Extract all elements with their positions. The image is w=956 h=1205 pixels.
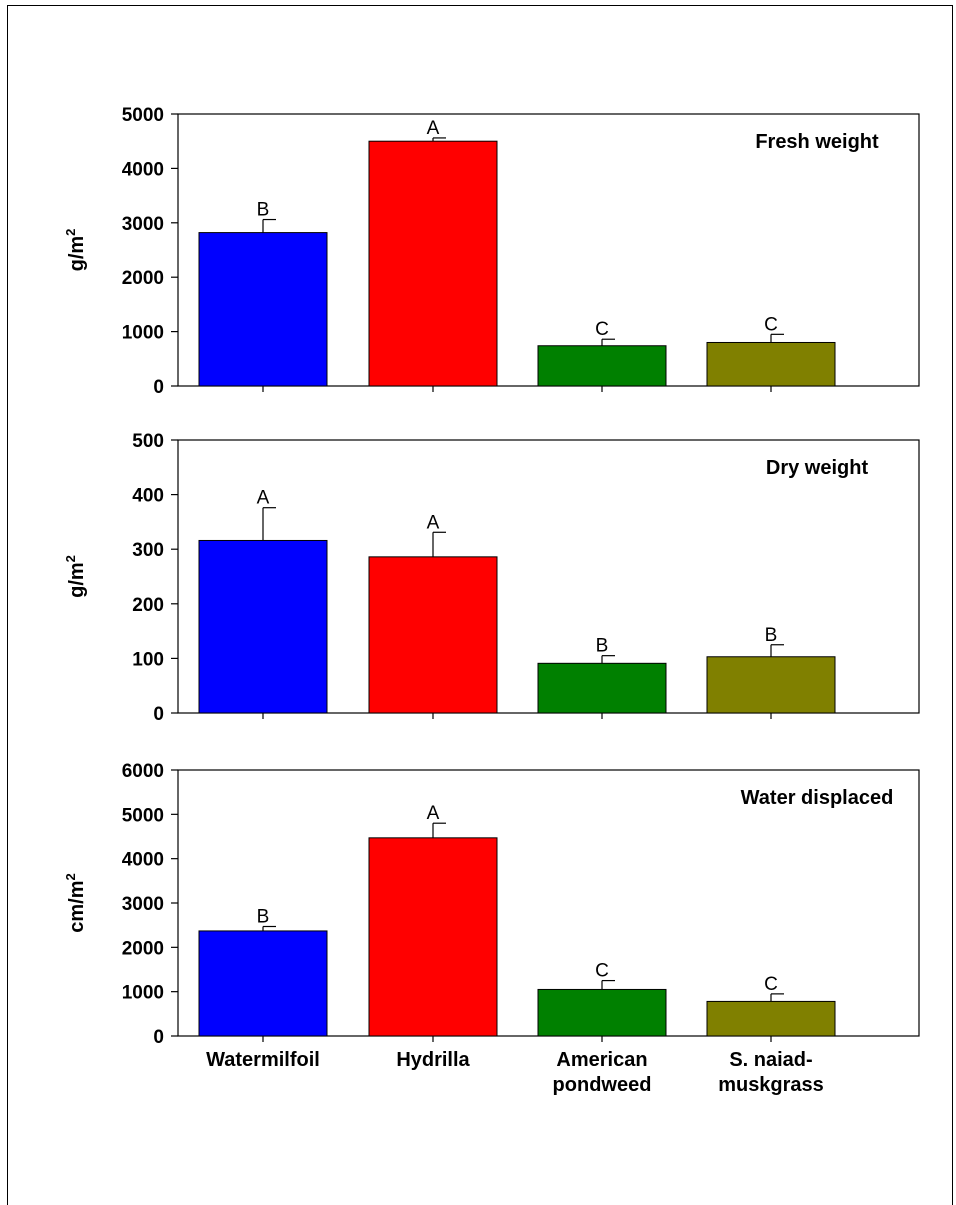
x-tick-label-line: S. naiad-: [729, 1049, 812, 1071]
panel-1: 0 1000 2000 3000 4000 5000 g/m2 Fresh weight B A C…: [63, 105, 920, 398]
significance-letter: C: [595, 319, 609, 340]
x-tick-label: S. naiad-muskgrass: [718, 1049, 824, 1096]
y-axis-label-superscript: 2: [63, 873, 78, 880]
y-tick-label: 0: [153, 377, 164, 398]
bar: [368, 837, 498, 1037]
y-axis-label-text: g/m: [66, 236, 88, 272]
y-tick-label: 2000: [122, 938, 164, 959]
y-axis-label-text: g/m: [66, 562, 88, 598]
y-tick-label: 3000: [122, 214, 164, 235]
x-tick-label: American pondweed: [553, 1049, 652, 1096]
y-tick-label: 1000: [122, 983, 164, 1004]
significance-letter: A: [257, 488, 270, 509]
significance-letter: A: [427, 118, 440, 139]
y-tick-label: 3000: [122, 894, 164, 915]
bar: [706, 656, 836, 714]
y-tick-label: 300: [132, 540, 164, 561]
y-tick-label: 500: [132, 431, 164, 452]
y-tick-label: 1000: [122, 323, 164, 344]
y-axis-label: g/m2: [63, 229, 88, 272]
significance-letter: B: [596, 636, 609, 657]
bar: [706, 1000, 836, 1037]
significance-letter: B: [765, 625, 778, 646]
significance-letter: C: [764, 314, 778, 335]
y-tick-label: 100: [132, 649, 164, 670]
y-tick-label: 200: [132, 595, 164, 616]
bar: [537, 662, 667, 714]
significance-letter: C: [764, 974, 778, 995]
bar: [368, 556, 498, 714]
x-tick-label-line: Hydrilla: [396, 1049, 470, 1071]
y-axis-label-superscript: 2: [63, 229, 78, 236]
panel-title: Water displaced: [741, 787, 894, 809]
y-axis-label-text: cm/m: [66, 880, 88, 932]
y-axis-label: g/m2: [63, 555, 88, 598]
bar: [706, 341, 836, 387]
bar: [368, 140, 498, 387]
significance-letter: B: [257, 200, 270, 221]
x-tick-label-line: muskgrass: [718, 1074, 824, 1096]
significance-letter: C: [595, 961, 609, 982]
y-tick-label: 4000: [122, 159, 164, 180]
x-tick-label: Watermilfoil: [206, 1049, 320, 1071]
x-tick-label-line: Watermilfoil: [206, 1049, 320, 1071]
y-tick-label: 5000: [122, 805, 164, 826]
y-tick-label: 6000: [122, 761, 164, 782]
panel-3: 0 1000 2000 3000 4000 5000 6000 cm/m2 Water disp…: [63, 761, 920, 1096]
bar: [537, 345, 667, 387]
y-tick-label: 2000: [122, 268, 164, 289]
bar: [198, 930, 328, 1037]
y-tick-label: 4000: [122, 850, 164, 871]
x-tick-label-line: pondweed: [553, 1074, 652, 1096]
y-tick-label: 0: [153, 1027, 164, 1048]
y-axis-label-superscript: 2: [63, 555, 78, 562]
x-tick-label: Hydrilla: [396, 1049, 470, 1071]
y-tick-label: 0: [153, 704, 164, 725]
y-axis-label: cm/m2: [63, 873, 88, 932]
bar: [537, 988, 667, 1037]
x-tick-label-line: American: [556, 1049, 647, 1071]
bar: [198, 539, 328, 714]
y-tick-label: 400: [132, 486, 164, 507]
panel-title: Dry weight: [766, 457, 869, 479]
significance-letter: A: [427, 803, 440, 824]
y-tick-label: 5000: [122, 105, 164, 126]
bar: [198, 232, 328, 387]
significance-letter: B: [257, 906, 270, 927]
panel-2: 0 100 200 300 400 500 g/m2 Dry weight A A B B: [63, 431, 920, 725]
significance-letter: A: [427, 512, 440, 533]
figure-frame: [7, 5, 953, 1205]
panel-title: Fresh weight: [755, 131, 879, 153]
